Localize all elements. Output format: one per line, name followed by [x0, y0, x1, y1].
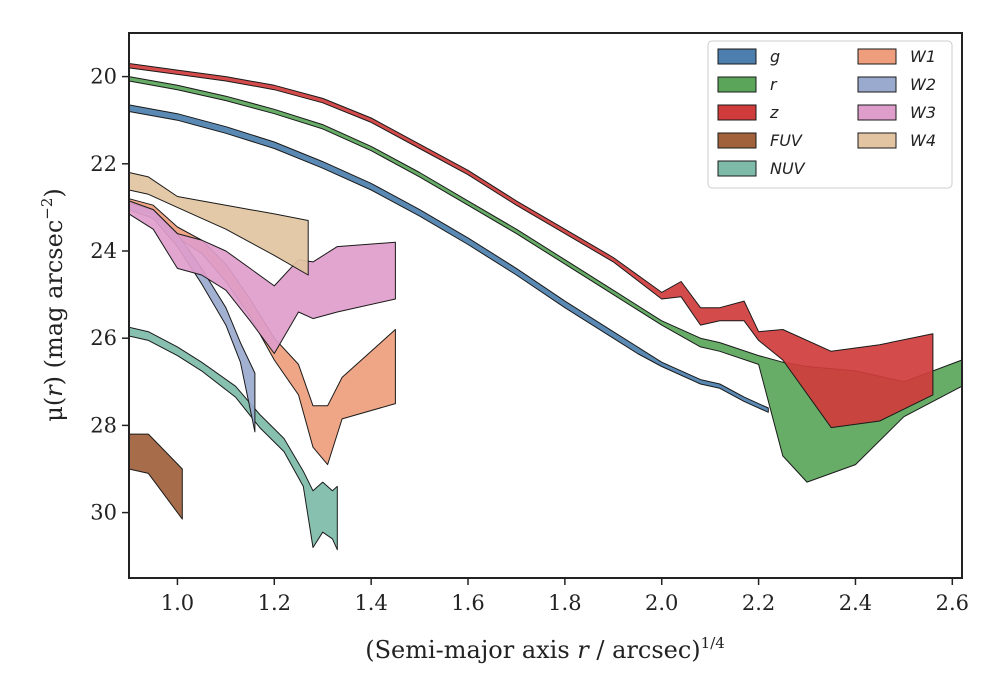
legend-label-g: g: [770, 47, 780, 66]
plot-frame: [128, 32, 963, 579]
legend-swatch-w3: [857, 104, 897, 121]
y-tick-label: 28: [90, 413, 117, 437]
legend-swatch-w2: [857, 76, 897, 93]
legend-label-w3: W3: [910, 103, 936, 122]
x-tick-label: 2.4: [839, 591, 872, 615]
x-tick-label: 1.2: [258, 591, 291, 615]
band-nuv: [128, 326, 338, 551]
y-tick-label: 30: [90, 501, 117, 525]
band-z: [128, 63, 934, 429]
legend-swatch-nuv: [717, 160, 757, 177]
legend-swatch-w4: [857, 132, 897, 149]
x-axis: 1.0 1.2 1.4 1.6 1.8 2.0 2.2 2.4 2.6: [161, 578, 969, 615]
legend-label-w1: W1: [910, 47, 936, 66]
x-axis-label: (Semi-major axis r / arcsec)1/4: [365, 634, 725, 664]
legend-label-z: z: [769, 103, 779, 122]
band-g: [128, 104, 769, 413]
legend-label-w2: W2: [910, 75, 936, 94]
legend-label-r: r: [770, 75, 778, 94]
y-tick-label: 26: [90, 326, 117, 350]
y-tick-label: 22: [90, 152, 117, 176]
x-tick-label: 1.0: [161, 591, 194, 615]
legend: grz FUV NUV W1 W2 W3 W4: [707, 40, 953, 189]
legend-label-nuv: NUV: [770, 159, 806, 178]
legend-swatch-w1: [857, 48, 897, 65]
y-axis: 20 22 24 26 28 30: [90, 65, 129, 525]
x-tick-label: 2.0: [645, 591, 678, 615]
y-axis-label: μ(r) (mag arcsec−2): [38, 188, 68, 422]
y-tick-label: 20: [90, 65, 117, 89]
y-tick-label: 24: [90, 239, 117, 263]
x-tick-label: 1.4: [354, 591, 387, 615]
x-tick-label: 1.8: [548, 591, 581, 615]
legend-label-w4: W4: [910, 131, 936, 150]
legend-swatch-g: [717, 48, 757, 65]
band-w3: [128, 200, 396, 354]
legend-swatch-r: [717, 76, 757, 93]
x-tick-label: 2.6: [936, 591, 969, 615]
x-tick-label: 1.6: [451, 591, 484, 615]
x-tick-label: 2.2: [742, 591, 775, 615]
legend-swatch-z: [717, 104, 757, 121]
legend-label-fuv: FUV: [770, 131, 803, 150]
band-w4: [128, 172, 309, 276]
legend-swatch-fuv: [717, 132, 757, 149]
